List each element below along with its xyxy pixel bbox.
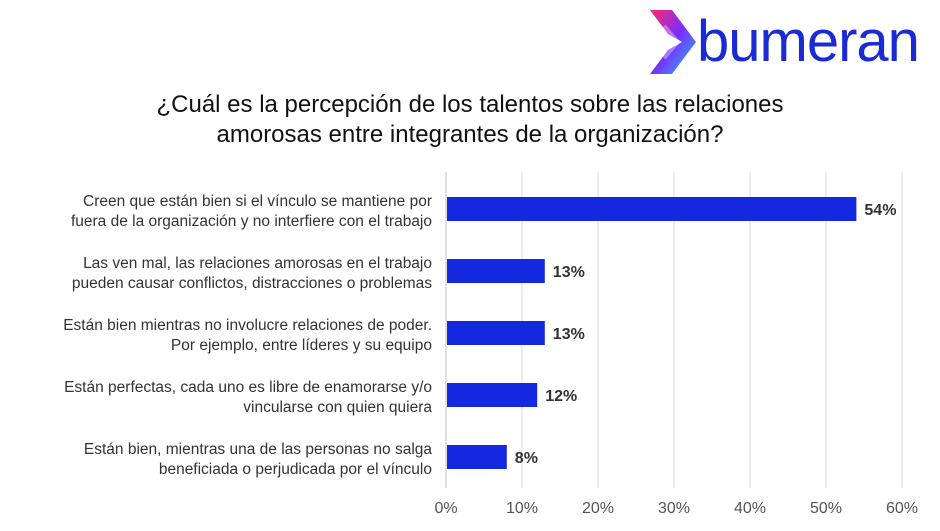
data-label: 12% <box>545 388 577 405</box>
x-tick-label: 30% <box>658 500 690 517</box>
category-label: Están perfectas, cada uno es libre de en… <box>64 379 432 396</box>
category-label: Por ejemplo, entre líderes y su equipo <box>171 337 432 354</box>
category-label: fuera de la organización y no interfiere… <box>71 213 432 230</box>
data-label: 54% <box>864 202 896 219</box>
bar <box>447 383 538 407</box>
data-label: 13% <box>553 264 585 281</box>
brand-name: bumeran <box>697 9 920 74</box>
x-tick-label: 40% <box>734 500 766 517</box>
x-tick-label: 20% <box>582 500 614 517</box>
chart-title-line: ¿Cuál es la percepción de los talentos s… <box>156 91 784 118</box>
data-label: 8% <box>515 450 538 467</box>
boomerang-chevron-icon <box>650 10 696 74</box>
category-label: Están bien, mientras una de las personas… <box>84 441 432 458</box>
x-tick-label: 0% <box>434 500 457 517</box>
category-label: vincularse con quien quiera <box>243 399 432 416</box>
category-label: Creen que están bien si el vínculo se ma… <box>83 193 432 210</box>
bar <box>447 197 857 221</box>
bar <box>447 445 507 469</box>
data-label: 13% <box>553 326 585 343</box>
category-label: Las ven mal, las relaciones amorosas en … <box>83 255 432 272</box>
chart-title: ¿Cuál es la percepción de los talentos s… <box>0 90 940 150</box>
category-label: Están bien mientras no involucre relacio… <box>63 317 432 334</box>
x-tick-label: 10% <box>506 500 538 517</box>
category-label: beneficiada o perjudicada por el vínculo <box>159 461 432 478</box>
x-tick-label: 60% <box>886 500 918 517</box>
brand-logo <box>644 6 934 78</box>
bar <box>447 321 545 345</box>
chart-title-line: amorosas entre integrantes de la organiz… <box>216 121 724 148</box>
category-label: pueden causar conflictos, distracciones … <box>72 275 432 292</box>
bar <box>447 259 545 283</box>
x-tick-label: 50% <box>810 500 842 517</box>
